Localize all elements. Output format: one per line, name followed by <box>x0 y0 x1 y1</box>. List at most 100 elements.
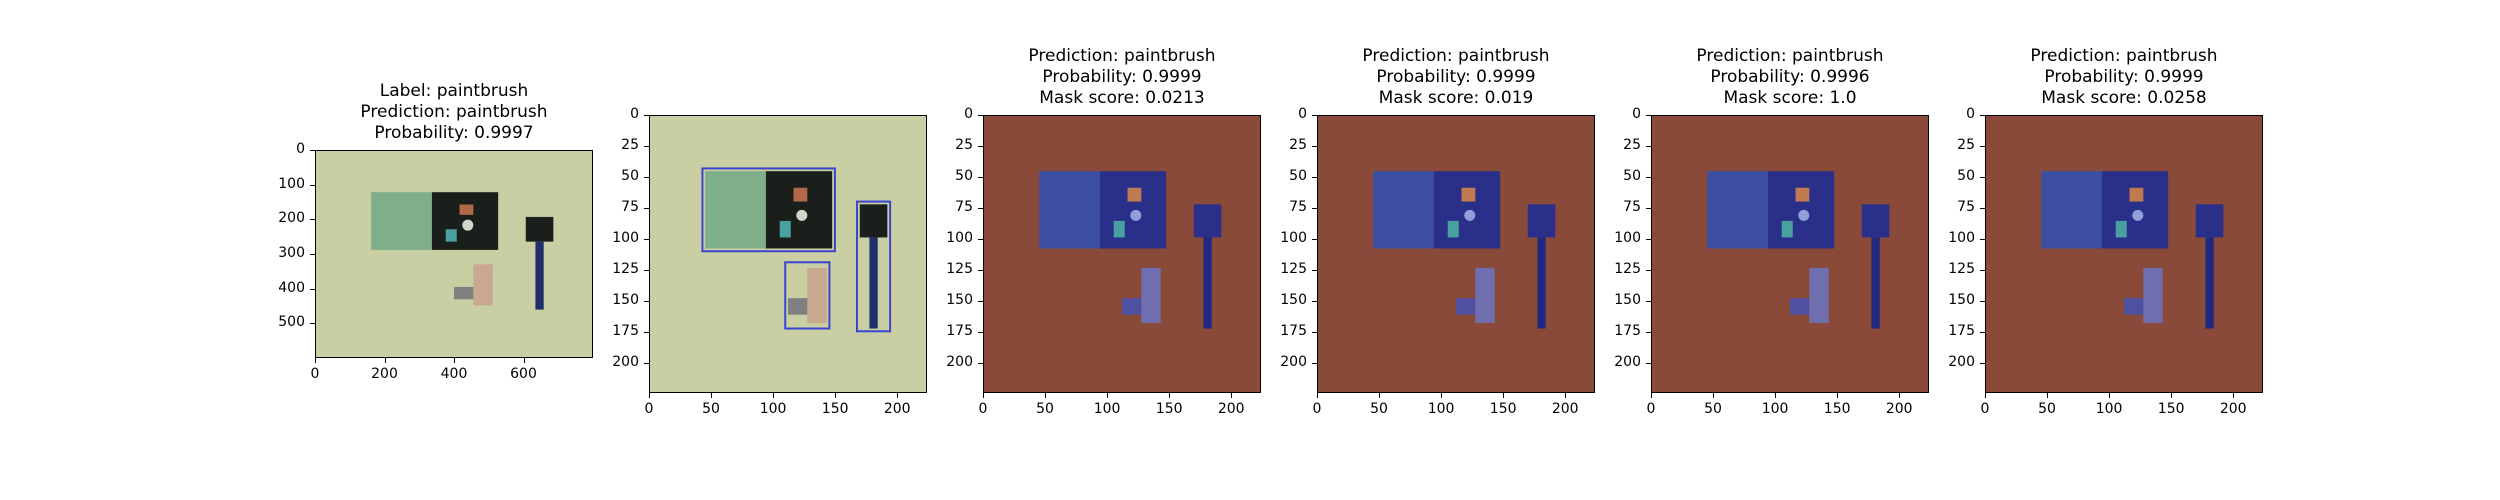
y-tick-label: 100 <box>278 175 305 192</box>
paintbrush-handle <box>869 237 878 329</box>
y-tick-label: 25 <box>1623 137 1641 154</box>
dark-box <box>1767 171 1835 249</box>
x-tick-mark <box>1837 393 1839 398</box>
object-outline <box>701 167 836 253</box>
x-tick-label: 0 <box>1980 401 1990 417</box>
y-tick-label: 125 <box>1614 261 1641 278</box>
box-item <box>1461 187 1476 202</box>
box-item <box>2132 209 2144 221</box>
title-line: Mask score: 1.0 <box>1723 88 1857 108</box>
y-tick-mark <box>310 288 315 290</box>
y-tick-mark <box>1980 301 1985 303</box>
x-tick-mark <box>1107 393 1109 398</box>
y-tick-label: 200 <box>1280 354 1307 371</box>
box-item <box>1781 220 1793 238</box>
x-tick-mark <box>773 393 775 398</box>
x-tick-label: 200 <box>371 366 398 382</box>
x-tick-mark <box>649 393 650 398</box>
y-tick-mark <box>978 239 983 241</box>
x-tick-mark <box>1379 393 1381 398</box>
y-tick-mark <box>310 323 315 325</box>
x-tick-label: 200 <box>1217 401 1245 417</box>
box-item <box>1795 187 1810 202</box>
dark-box <box>765 171 833 249</box>
x-tick-mark <box>1985 393 1986 398</box>
scene <box>984 116 1260 392</box>
y-tick-label: 175 <box>946 323 973 340</box>
title-line: Prediction: paintbrush <box>2030 46 2218 66</box>
y-tick-label: 50 <box>1957 168 1975 185</box>
x-tick-label: 600 <box>510 366 537 382</box>
title-line: Prediction: paintbrush <box>360 102 548 122</box>
y-tick-mark <box>1980 363 1985 365</box>
y-tick-mark <box>1646 301 1651 303</box>
x-tick-label: 200 <box>2219 401 2247 417</box>
x-tick-label: 0 <box>1312 401 1322 417</box>
dark-box <box>2101 171 2169 249</box>
y-tick-mark <box>310 254 315 255</box>
y-tick-label: 75 <box>1289 199 1307 216</box>
y-tick-label: 500 <box>278 314 305 331</box>
card-item <box>788 298 808 315</box>
y-tick-label: 200 <box>946 354 973 371</box>
y-tick-label: 0 <box>296 141 305 157</box>
y-tick-label: 100 <box>946 230 973 247</box>
y-tick-label: 150 <box>1614 292 1641 309</box>
paper-sheet <box>705 171 766 249</box>
x-tick-mark <box>1775 393 1777 398</box>
y-tick-label: 400 <box>278 279 305 296</box>
title-line: Prediction: paintbrush <box>1362 46 1550 66</box>
scene <box>1318 116 1594 392</box>
paintbrush-handle <box>1203 237 1212 329</box>
title-line: Mask score: 0.019 <box>1378 88 1534 108</box>
y-tick-mark <box>310 219 315 221</box>
x-tick-label: 50 <box>1036 401 1054 417</box>
box-item <box>1798 209 1810 221</box>
paper-sheet <box>371 192 432 250</box>
x-tick-mark <box>2233 393 2235 398</box>
object-outline <box>784 261 831 330</box>
scene <box>1986 116 2262 392</box>
x-tick-mark <box>523 358 525 363</box>
x-tick-label: 150 <box>821 401 849 417</box>
subplot-image <box>1317 115 1595 393</box>
photo-background <box>1652 116 1928 392</box>
x-tick-mark <box>315 358 316 363</box>
photo-background <box>316 151 592 357</box>
y-tick-mark <box>1312 363 1317 365</box>
y-tick-mark <box>978 270 983 272</box>
dark-box <box>1433 171 1501 249</box>
x-tick-mark <box>2109 393 2111 398</box>
y-tick-label: 100 <box>1948 230 1975 247</box>
box-item <box>1130 209 1142 221</box>
y-tick-mark <box>644 115 649 116</box>
y-tick-mark <box>644 177 649 179</box>
y-tick-mark <box>1980 177 1985 179</box>
x-tick-mark <box>2171 393 2173 398</box>
title-line: Probability: 0.9997 <box>374 123 534 143</box>
x-tick-mark <box>1565 393 1567 398</box>
y-tick-mark <box>978 146 983 148</box>
paintbrush-handle <box>2205 237 2214 329</box>
title-line: Probability: 0.9999 <box>2044 67 2204 87</box>
subplot-title: Prediction: paintbrush Probability: 0.999… <box>1580 46 2000 109</box>
y-tick-mark <box>978 177 983 179</box>
card-item <box>1141 267 1161 323</box>
paintbrush-handle <box>1871 237 1880 329</box>
box-item <box>1127 187 1142 202</box>
x-tick-label: 150 <box>1823 401 1851 417</box>
card-item <box>2143 267 2163 323</box>
y-tick-mark <box>644 301 649 303</box>
y-tick-label: 50 <box>1623 168 1641 185</box>
image-canvas <box>1986 116 2262 392</box>
x-tick-label: 200 <box>1885 401 1913 417</box>
x-tick-label: 100 <box>1761 401 1789 417</box>
box-item <box>793 187 808 202</box>
photo-background <box>650 116 926 392</box>
y-tick-label: 125 <box>612 261 639 278</box>
y-tick-mark <box>644 208 649 210</box>
card-item <box>1809 267 1829 323</box>
card-item <box>1456 298 1476 315</box>
paintbrush-head <box>1193 204 1222 238</box>
card-item <box>807 267 827 323</box>
